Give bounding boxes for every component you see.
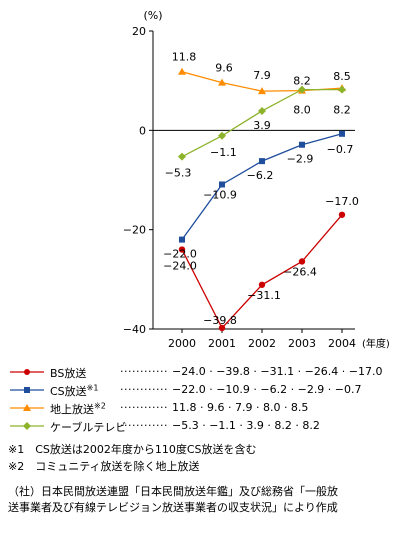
x-tick-label: 2000 <box>168 337 196 350</box>
data-label: −2.9 <box>287 153 314 166</box>
data-point <box>258 106 266 115</box>
data-point <box>298 85 306 94</box>
data-label: 7.9 <box>253 69 271 82</box>
legend-values: 11.8 · 9.6 · 7.9 · 8.0 · 8.5 <box>172 401 309 414</box>
legend-note-ref: ※1 <box>86 383 99 393</box>
footnote-1: ※1 CS放送は2002年度から110度CS放送を含む <box>8 443 257 456</box>
data-label: −22.0 <box>163 248 197 261</box>
series-2: −22.0 −10.9 −6.2 −2.9 −0.7 <box>163 130 354 261</box>
x-tick-label: 2004 <box>328 337 356 350</box>
y-unit-label: (%) <box>143 9 162 22</box>
data-point <box>219 181 225 188</box>
y-tick-label: 20 <box>132 25 146 38</box>
legend-leader-dots: ············ <box>120 383 168 396</box>
data-label: −31.1 <box>247 289 281 302</box>
legend-marker <box>8 382 46 398</box>
data-label: 3.9 <box>253 119 271 132</box>
data-label: −1.1 <box>210 146 237 159</box>
data-point <box>218 324 226 332</box>
data-label: 8.0 <box>293 104 311 117</box>
legend-marker <box>8 400 46 416</box>
data-point <box>338 85 346 94</box>
series-1: −24.0 −39.8 −31.1−26.4 −17.0 <box>163 195 359 332</box>
data-label: −17.0 <box>325 195 359 208</box>
data-point <box>258 87 266 95</box>
y-tick-label: −20 <box>123 224 146 237</box>
data-point <box>299 141 305 148</box>
data-label: −6.2 <box>247 169 274 182</box>
data-point <box>338 211 346 218</box>
legend-values: −5.3 · −1.1 · 3.9 · 8.2 · 8.2 <box>172 419 320 432</box>
data-point <box>178 246 186 253</box>
data-label: −26.4 <box>283 265 317 278</box>
legend-leader-dots: ············ <box>120 401 168 414</box>
source-note: （社）日本民間放送連盟「日本民間放送年鑑」及び総務省「一般放送事業者及び有線テレ… <box>8 485 338 514</box>
legend-values: −22.0 · −10.9 · −6.2 · −2.9 · −0.7 <box>172 383 362 396</box>
data-label: −5.3 <box>165 167 192 180</box>
x-tick-label: 2002 <box>248 337 276 350</box>
series-3: 11.8 9.6 7.9 8.2 8.5 <box>172 51 351 95</box>
data-point <box>178 67 186 75</box>
legend-leader-dots: ············ <box>120 419 168 432</box>
series-4: −5.3 −1.1 3.9 8.0 8.2 <box>165 85 351 180</box>
data-label: 8.2 <box>293 75 311 88</box>
data-point <box>218 78 226 86</box>
legend-series-name: CS放送※1 <box>50 383 99 398</box>
data-point <box>258 281 266 288</box>
legend-series-name: ケーブルテレビ <box>50 421 127 434</box>
legend-marker <box>8 418 46 434</box>
legend-row: 地上放送※2 ············ 11.8 · 9.6 · 7.9 · 8.0… <box>8 400 408 416</box>
data-point <box>298 258 306 265</box>
data-label: 11.8 <box>172 51 197 64</box>
footnote-2: ※2 コミュニティ放送を除く地上放送 <box>8 460 200 473</box>
data-label: −10.9 <box>203 188 237 201</box>
line-chart: 200−20−40(%)2000 2001 2002 2003 2004 (年度)−24.… <box>123 9 390 350</box>
data-label: −0.7 <box>327 143 354 156</box>
data-label: −24.0 <box>163 260 197 273</box>
data-label: −39.8 <box>203 314 237 327</box>
data-point <box>178 152 186 161</box>
data-point <box>218 131 226 140</box>
legend-series-name: 地上放送※2 <box>50 401 106 416</box>
data-label: 8.2 <box>333 104 351 117</box>
data-label: 9.6 <box>215 62 233 75</box>
x-tick-label: 2001 <box>208 337 236 350</box>
legend-row: CS放送※1 ············ −22.0 · −10.9 · −6.2 ·… <box>8 382 408 398</box>
data-point <box>259 158 265 165</box>
x-axis-suffix: (年度) <box>362 337 390 350</box>
data-point <box>339 130 345 137</box>
data-label: 8.5 <box>333 70 351 83</box>
x-tick-label: 2003 <box>288 337 316 350</box>
y-tick-label: 0 <box>139 124 146 137</box>
legend-leader-dots: ············ <box>120 365 168 378</box>
legend-note-ref: ※2 <box>94 401 106 411</box>
data-point <box>179 236 185 243</box>
legend-values: −24.0 · −39.8 · −31.1 · −26.4 · −17.0 <box>172 365 383 378</box>
legend-row: BS放送 ············ −24.0 · −39.8 · −31.1 · … <box>8 364 408 380</box>
series-line <box>181 214 343 330</box>
legend-marker <box>8 364 46 380</box>
series-line <box>181 133 343 240</box>
legend-row: ケーブルテレビ ············ −5.3 · −1.1 · 3.9 · 8… <box>8 418 408 434</box>
legend-series-name: BS放送 <box>50 367 87 380</box>
y-tick-label: −40 <box>123 323 146 336</box>
